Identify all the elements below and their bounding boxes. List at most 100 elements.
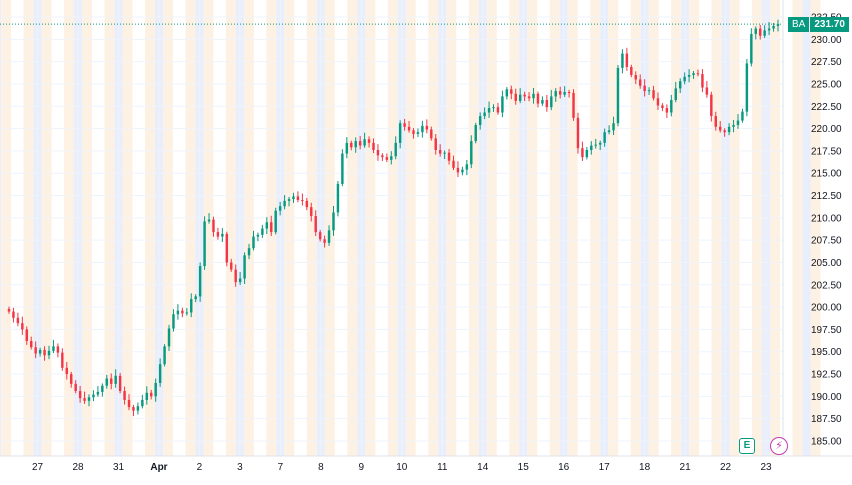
x-tick-label: 31 — [113, 462, 125, 473]
y-tick-label: 222.50 — [811, 102, 842, 113]
candle-body — [372, 142, 375, 151]
candle-body — [621, 53, 624, 68]
candle-body — [647, 90, 651, 92]
candle-body — [274, 210, 277, 233]
candle-body — [678, 81, 682, 89]
candle-body — [318, 232, 322, 240]
x-tick-label: 22 — [720, 462, 732, 473]
candle-body — [25, 329, 29, 342]
candle-body — [381, 155, 384, 158]
candle-body — [127, 399, 131, 408]
candle-body — [283, 200, 286, 207]
candle-body — [745, 63, 749, 112]
dividend-icon[interactable]: ⚡ — [770, 437, 788, 455]
candle-body — [776, 24, 780, 26]
candle-body — [38, 349, 42, 354]
y-tick-label: 190.00 — [811, 392, 842, 403]
candle-body — [687, 75, 691, 77]
candle-body — [656, 98, 660, 106]
candle-body — [336, 183, 340, 213]
candle-body — [438, 150, 442, 154]
candle-body — [612, 123, 615, 131]
candle-body — [443, 152, 446, 154]
candle-body — [598, 142, 602, 145]
last-price-value: 231.70 — [810, 17, 849, 32]
candle-body — [634, 75, 637, 80]
candle-body — [163, 346, 166, 365]
candle-body — [34, 347, 37, 354]
last-price-label: BA 231.70 — [788, 17, 849, 32]
postmarket-band — [446, 0, 457, 456]
postmarket-band — [324, 0, 335, 456]
premarket-band — [792, 0, 803, 456]
candle-body — [158, 364, 162, 383]
candle-body — [70, 374, 73, 384]
candle-body — [292, 196, 295, 200]
candle-body — [487, 108, 491, 113]
candle-body — [470, 141, 473, 165]
premarket-band — [185, 0, 196, 456]
postmarket-band — [284, 0, 295, 456]
postmarket-band — [567, 0, 578, 456]
candle-body — [496, 107, 500, 113]
symbol-label: BA — [788, 17, 811, 32]
candle-body — [194, 296, 197, 300]
x-tick-label: 15 — [518, 462, 530, 473]
candle-body — [394, 142, 397, 157]
candle-body — [616, 67, 620, 124]
candle-body — [78, 391, 82, 399]
candle-body — [172, 314, 175, 329]
y-tick-label: 215.00 — [811, 169, 842, 180]
candle-body — [434, 138, 437, 151]
candle-body — [514, 93, 517, 101]
candle-body — [758, 28, 762, 36]
candle-body — [52, 346, 55, 351]
candle-body — [714, 116, 717, 127]
y-tick-label: 187.50 — [811, 414, 842, 425]
premarket-band — [509, 0, 520, 456]
premarket-band — [104, 0, 115, 456]
candle-body — [61, 352, 64, 368]
candle-body — [252, 236, 255, 249]
earnings-icon[interactable]: E — [739, 438, 755, 454]
postmarket-band — [162, 0, 173, 456]
premarket-band — [468, 0, 479, 456]
candle-body — [256, 234, 260, 237]
candle-body — [203, 221, 206, 267]
candle-body — [585, 150, 589, 158]
candle-body — [563, 91, 566, 95]
postmarket-band — [82, 0, 93, 456]
candle-body — [385, 157, 389, 160]
x-tick-label: 21 — [680, 462, 692, 473]
candle-body — [150, 392, 153, 397]
candle-body — [207, 219, 211, 222]
candle-body — [305, 200, 309, 208]
x-tick-label: 10 — [396, 462, 408, 473]
candle-body — [532, 93, 535, 99]
time-axis: 27 28 31 Apr 2 3 7 8 9 10 11 14 15 16 17 18 21 22 23 — [32, 462, 772, 473]
y-tick-label: 217.50 — [811, 146, 842, 157]
candle-body — [327, 230, 331, 243]
y-tick-label: 192.50 — [811, 370, 842, 381]
candle-body — [323, 239, 326, 243]
candle-body — [176, 310, 180, 315]
candle-body — [518, 94, 522, 101]
candle-body — [767, 28, 771, 31]
candle-body — [105, 378, 109, 386]
candle-body — [261, 228, 264, 235]
postmarket-band — [41, 0, 52, 456]
premarket-band — [23, 0, 34, 456]
premarket-band — [711, 0, 722, 456]
y-tick-label: 207.50 — [811, 236, 842, 247]
candle-body — [83, 398, 86, 401]
candle-body — [550, 96, 553, 108]
premarket-band — [306, 0, 317, 456]
y-tick-label: 212.50 — [811, 191, 842, 202]
x-tick-label: 23 — [760, 462, 772, 473]
x-tick-label: Apr — [150, 462, 167, 473]
candle-body — [630, 66, 633, 76]
x-tick-label: 11 — [437, 462, 448, 473]
candle-body — [221, 233, 224, 237]
candle-body — [594, 144, 597, 146]
